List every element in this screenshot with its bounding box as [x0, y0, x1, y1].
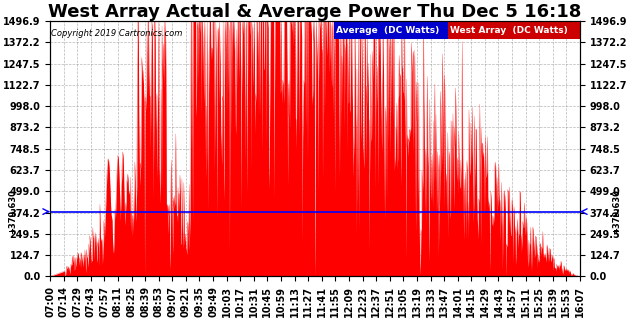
Text: +379.630: +379.630 [8, 189, 18, 234]
Text: Average  (DC Watts): Average (DC Watts) [336, 26, 440, 35]
Text: +379.630: +379.630 [612, 189, 622, 234]
Text: Copyright 2019 Cartronics.com: Copyright 2019 Cartronics.com [51, 28, 183, 38]
Bar [447, 21, 580, 39]
Text: West Array  (DC Watts): West Array (DC Watts) [450, 26, 568, 35]
Bar [333, 21, 447, 39]
Title: West Array Actual & Average Power Thu Dec 5 16:18: West Array Actual & Average Power Thu De… [49, 3, 581, 21]
